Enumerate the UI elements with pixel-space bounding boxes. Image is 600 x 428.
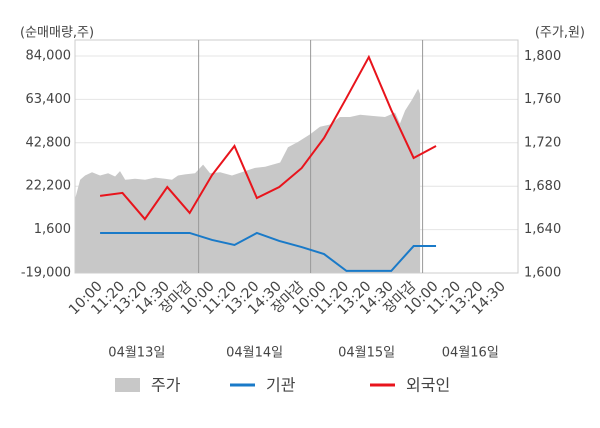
- y2-tick-label: 1,720: [524, 135, 561, 150]
- y-tick-label: -19,000: [21, 266, 71, 281]
- y2-tick-label: 1,640: [524, 222, 561, 237]
- y-axis-title: (순매매량,주): [20, 26, 94, 41]
- day-label: 04월16일: [442, 346, 499, 361]
- y2-tick-label: 1,760: [524, 92, 561, 107]
- y-tick-label: 84,000: [26, 49, 72, 64]
- y-tick-label: 63,400: [26, 92, 72, 107]
- day-label: 04월13일: [108, 346, 165, 361]
- y-tick-label: 1,600: [34, 222, 71, 237]
- legend-label: 주가: [151, 376, 181, 395]
- series-line: [99, 54, 437, 221]
- y-tick-label: 42,800: [26, 135, 72, 150]
- legend-label: 기관: [266, 376, 296, 395]
- legend-label: 외국인: [406, 376, 450, 395]
- day-label: 04월15일: [338, 346, 395, 361]
- y2-axis-title: (주가,원): [535, 26, 585, 41]
- day-label: 04월14일: [226, 346, 283, 361]
- price-area: [75, 88, 421, 273]
- plot-frame: [74, 39, 519, 274]
- series-line: [100, 231, 437, 272]
- y-tick-label: 22,200: [26, 179, 72, 194]
- legend-swatch: [115, 378, 140, 392]
- y2-tick-label: 1,800: [524, 49, 561, 64]
- y2-tick-label: 1,680: [524, 179, 561, 194]
- y2-tick-label: 1,600: [524, 266, 561, 281]
